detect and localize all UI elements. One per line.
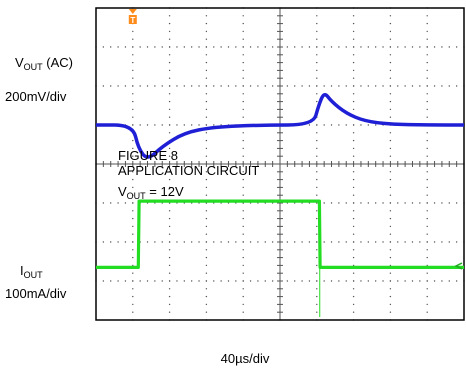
vout-scale-label: 200mV/div bbox=[5, 89, 67, 104]
vout-trace bbox=[95, 92, 464, 159]
iout-channel-label: IOUT bbox=[20, 263, 43, 280]
right-edge-marker-icon bbox=[454, 262, 463, 270]
annotation-vout-value: VOUT = 12V bbox=[118, 184, 184, 201]
figure-annotation: FIGURE 8 APPLICATION CIRCUIT VOUT = 12V bbox=[118, 148, 259, 204]
trigger-label: T bbox=[130, 16, 135, 25]
time-scale-label: 40µs/div bbox=[220, 351, 270, 366]
iout-trace bbox=[96, 199, 464, 269]
iout-scale-label: 100mA/div bbox=[5, 286, 67, 301]
annotation-circuit-name: APPLICATION CIRCUIT bbox=[118, 163, 260, 178]
vout-channel-label: VOUT (AC) bbox=[15, 55, 74, 72]
plot-border bbox=[95, 7, 465, 321]
annotation-figure-number: FIGURE 8 bbox=[118, 148, 178, 163]
trigger-marker-icon: T bbox=[128, 9, 137, 25]
